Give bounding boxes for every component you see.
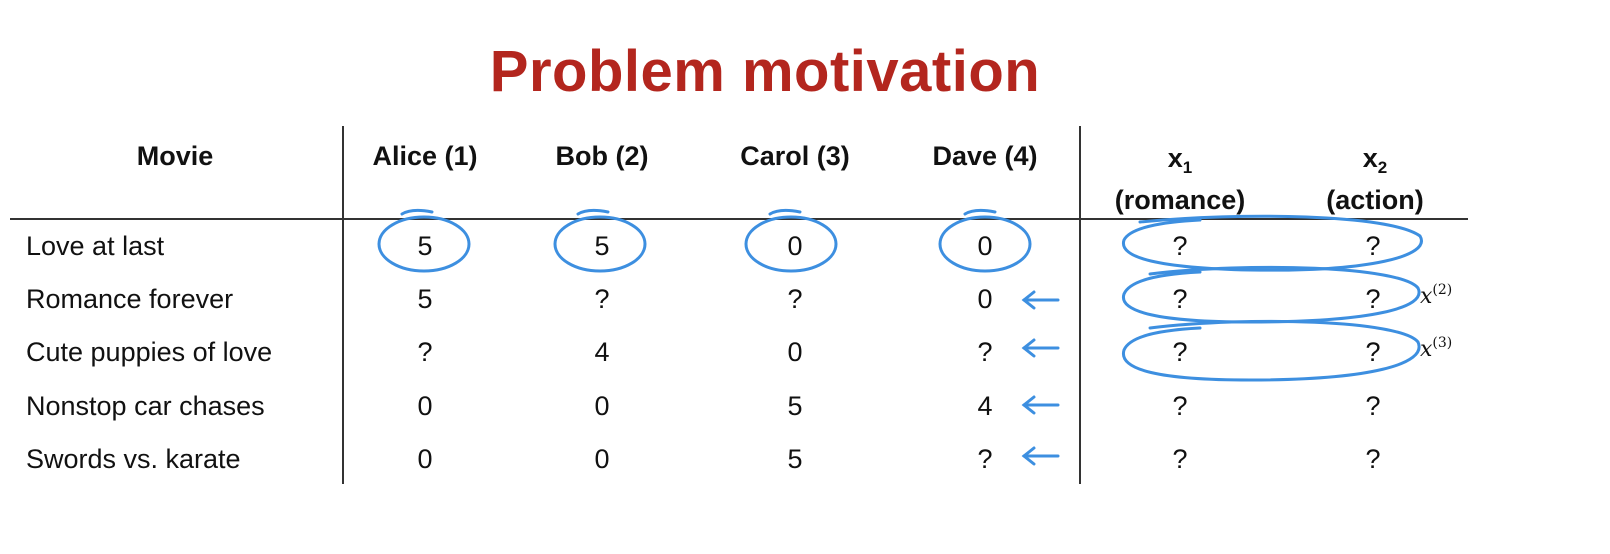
circle-tail [400,208,434,216]
circle-annotation [377,215,471,273]
rating-cell: 5 [417,284,433,314]
rating-cell: 5 [417,231,433,261]
movie-name: Romance forever [26,284,234,314]
rating-cell: 0 [977,284,993,314]
feature-vector-label: x(2) [1420,282,1453,309]
rating-cell: 0 [594,391,610,421]
feature-cell: ? [1172,391,1188,421]
rating-cell: ? [417,337,433,367]
movie-name: Swords vs. karate [26,444,241,474]
rating-cell: 4 [977,391,993,421]
rating-cell: 0 [417,444,433,474]
circle-annotation [744,215,838,273]
feature-cell: ? [1365,444,1381,474]
rating-cell: 0 [787,337,803,367]
header-alice: Alice (1) [372,141,478,171]
feature-cell: ? [1365,337,1381,367]
loop-annotation [1121,319,1421,382]
feature-cell: ? [1172,231,1188,261]
rating-cell: ? [977,444,993,474]
movie-name: Cute puppies of love [26,337,273,367]
rating-cell: ? [594,284,610,314]
feature-cell: ? [1172,444,1188,474]
circle-annotation [553,215,647,273]
arrow-annotation [1021,395,1060,415]
rating-cell: 5 [594,231,610,261]
rating-cell: 0 [787,231,803,261]
rating-cell: ? [787,284,803,314]
rating-cell: 0 [977,231,993,261]
rating-cell: 5 [787,444,803,474]
circle-tail [768,208,802,216]
loop-annotation [1121,214,1423,272]
feature-cell: ? [1365,231,1381,261]
header-feature-x2: x2 (action) [1326,143,1424,215]
arrow-annotation [1021,446,1060,466]
header-carol: Carol (3) [740,141,850,171]
movie-name: Love at last [26,231,165,261]
header-dave: Dave (4) [932,141,1038,171]
feature-cell: ? [1365,391,1381,421]
rating-cell: 5 [787,391,803,421]
arrow-annotation [1021,290,1060,310]
slide-title: Problem motivation [489,39,1041,104]
feature-vector-label: x(3) [1420,335,1453,362]
feature-cell: ? [1365,284,1381,314]
circle-tail [963,208,997,216]
circle-tail [576,208,610,216]
rating-cell: 4 [594,337,610,367]
arrow-annotation [1021,338,1060,358]
header-movie: Movie [136,141,214,171]
header-bob: Bob (2) [555,141,649,171]
rating-cell: 0 [594,444,610,474]
rating-cell: ? [977,337,993,367]
circle-annotation [938,215,1032,273]
feature-cell: ? [1172,337,1188,367]
movie-name: Nonstop car chases [26,391,265,421]
header-feature-x1: x1 (romance) [1114,143,1246,215]
feature-cell: ? [1172,284,1188,314]
loop-annotation [1121,265,1421,324]
rating-cell: 0 [417,391,433,421]
